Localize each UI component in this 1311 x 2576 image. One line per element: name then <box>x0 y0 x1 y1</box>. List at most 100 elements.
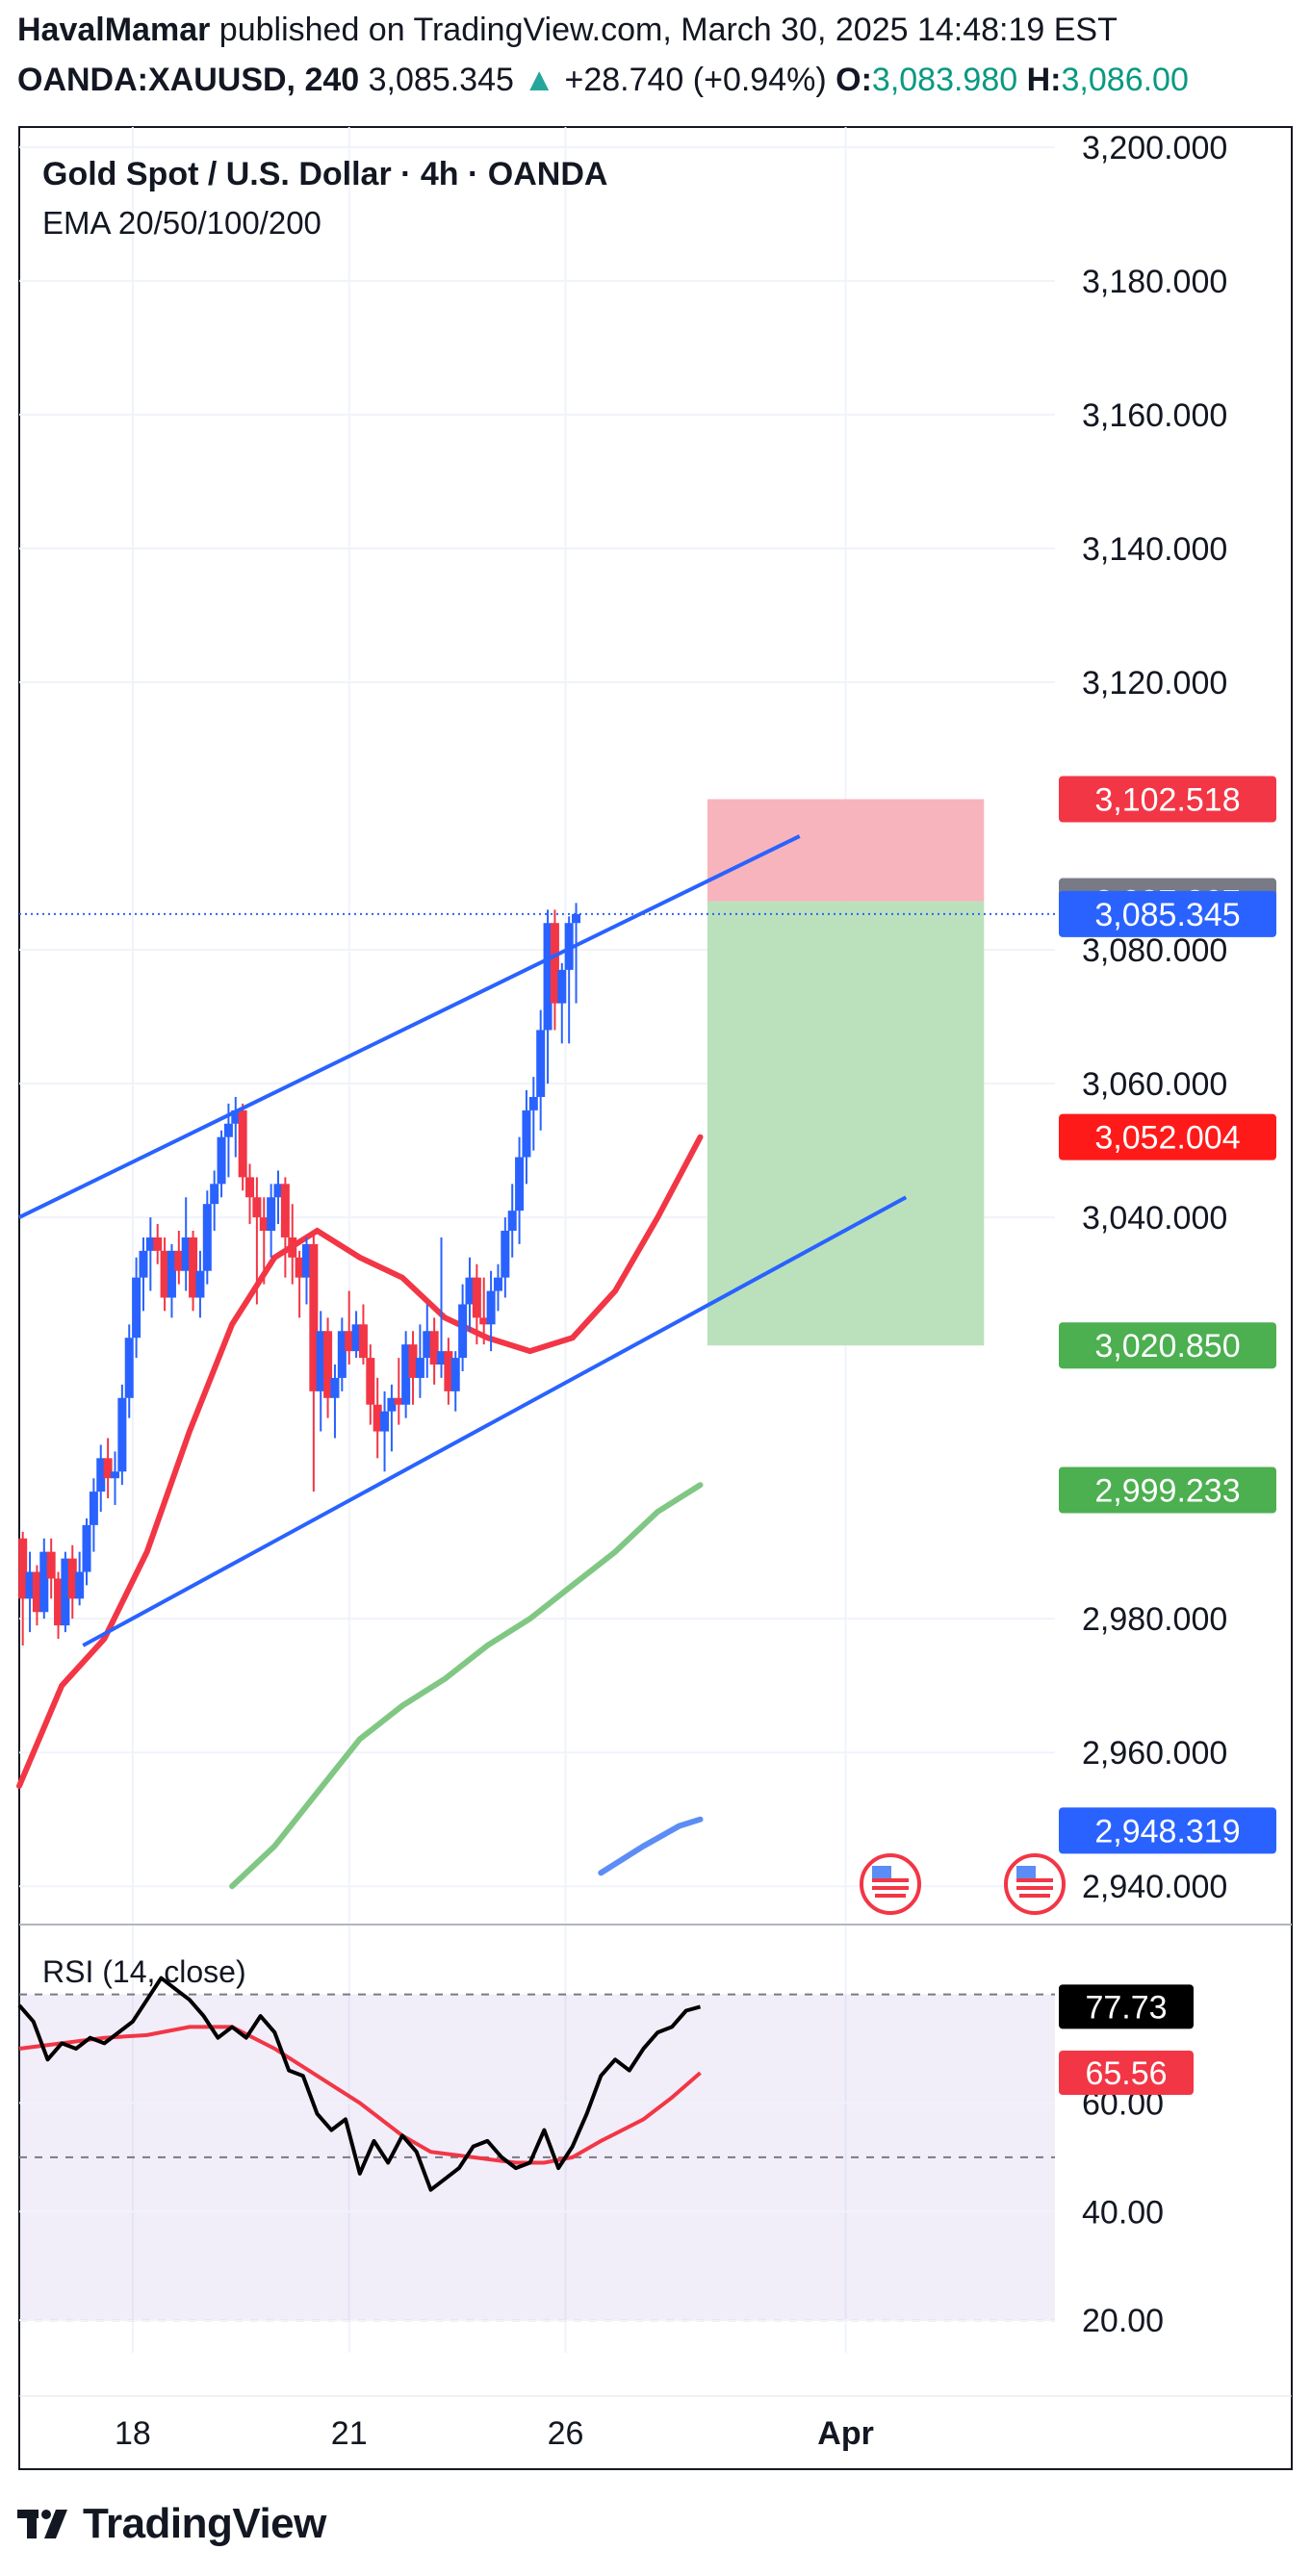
candle-body <box>96 1458 106 1492</box>
price-label: 3,052.004 <box>1094 1120 1240 1157</box>
candle-body <box>167 1250 176 1298</box>
last-price: 3,085.345 <box>368 62 514 98</box>
author-name[interactable]: HavalMamar <box>17 12 211 48</box>
candle-body <box>337 1331 347 1378</box>
candle-body <box>67 1558 77 1599</box>
chart-frame <box>18 126 1293 2470</box>
ema-20-line <box>16 1134 704 1789</box>
price-tick-label: 3,160.000 <box>1082 397 1227 434</box>
rsi-value-label-bg <box>1059 1984 1194 2029</box>
candle-body <box>465 1277 475 1305</box>
ema-50-line <box>229 1482 704 1890</box>
rsi-value-label-bg <box>1059 2051 1194 2096</box>
candle-body <box>437 1351 447 1365</box>
candle-body <box>557 969 567 1004</box>
candle-body <box>429 1331 439 1365</box>
take-profit-zone <box>707 901 985 1346</box>
price-label-bg <box>1059 1467 1276 1514</box>
candle-body <box>351 1324 361 1352</box>
price-label-bg <box>1059 1807 1276 1854</box>
candle-body <box>259 1217 269 1231</box>
candle-body <box>345 1331 354 1352</box>
candle-body <box>380 1411 390 1432</box>
candle-body <box>202 1204 212 1271</box>
candle-body <box>103 1458 113 1479</box>
tradingview-logo-icon <box>17 2510 67 2538</box>
candle-body <box>75 1571 85 1599</box>
candle-body <box>323 1331 333 1398</box>
candle-body <box>564 923 574 970</box>
stop-loss-zone <box>707 799 985 902</box>
time-tick-label: 18 <box>115 2415 151 2452</box>
us-flag-icon[interactable] <box>1004 1853 1066 1915</box>
candle-body <box>501 1230 510 1278</box>
candle-body <box>267 1197 276 1231</box>
trend-channel <box>18 834 908 1647</box>
triangle-up-icon: ▲ <box>523 62 556 98</box>
candle-body <box>486 1290 496 1325</box>
chart-title: Gold Spot / U.S. Dollar · 4h · OANDA <box>42 156 607 192</box>
price-label: 2,999.233 <box>1094 1472 1240 1509</box>
candle-body <box>181 1237 191 1271</box>
price-label-bg <box>1059 890 1276 937</box>
rsi-label: RSI (14, close) <box>42 1954 246 1989</box>
tradingview-logo[interactable]: TradingView <box>17 2500 326 2548</box>
price-tick-label: 3,060.000 <box>1082 1066 1227 1103</box>
us-flag-icon[interactable] <box>860 1853 921 1915</box>
price-tick-label: 2,960.000 <box>1082 1735 1227 1772</box>
rsi-value-label: 77.73 <box>1085 1989 1167 2026</box>
candle-body <box>394 1397 403 1405</box>
rsi-line <box>17 1976 702 2192</box>
price-tick-label: 2,940.000 <box>1082 1869 1227 1905</box>
price-tick-label: 3,200.000 <box>1082 130 1227 166</box>
candle-body <box>46 1551 56 1579</box>
publish-info: HavalMamar published on TradingView.com,… <box>17 12 1118 49</box>
candle-body <box>189 1237 198 1298</box>
candle-body <box>401 1344 411 1405</box>
candle-body <box>309 1243 319 1391</box>
price-label: 2,948.319 <box>1094 1813 1240 1849</box>
time-tick-label: 26 <box>548 2415 584 2452</box>
candle-body <box>160 1250 169 1298</box>
candles <box>18 903 581 1645</box>
time-tick-label: 21 <box>331 2415 368 2452</box>
candle-body <box>301 1243 311 1278</box>
rsi-tick-label: 20.00 <box>1082 2303 1164 2339</box>
time-axis: 18 21 26 Apr <box>19 2395 1292 2452</box>
indicator-label: EMA 20/50/100/200 <box>42 205 321 241</box>
candle-body <box>536 1030 546 1097</box>
candle-body <box>139 1250 148 1278</box>
candle-body <box>550 923 559 1004</box>
candle-body <box>472 1277 481 1318</box>
candle-body <box>330 1377 340 1398</box>
channel-lower-line <box>82 1195 908 1647</box>
price-label-bg <box>1059 1322 1276 1369</box>
brand-name: TradingView <box>83 2500 326 2547</box>
candle-body <box>82 1524 91 1572</box>
high-label: H: <box>1026 62 1062 98</box>
price-axis: 2,940.000 2,960.000 2,980.000 3,040.000 3,06… <box>1059 130 1276 2339</box>
candle-body <box>273 1184 283 1198</box>
chart-area[interactable]: 2,940.000 2,960.000 2,980.000 3,040.000 3,06… <box>0 0 1311 2492</box>
candle-body <box>387 1397 397 1412</box>
candle-body <box>252 1197 262 1218</box>
candle-body <box>295 1257 304 1278</box>
candle-body <box>522 1109 531 1158</box>
candle-body <box>117 1397 127 1472</box>
candle-body <box>543 923 553 1031</box>
candle-body <box>210 1184 219 1205</box>
candle-body <box>358 1324 368 1359</box>
candle-body <box>572 913 581 924</box>
candle-body <box>238 1109 247 1178</box>
candle-body <box>231 1109 241 1124</box>
candle-body <box>408 1344 418 1378</box>
candle-body <box>415 1358 424 1378</box>
candle-body <box>515 1157 525 1211</box>
candle-body <box>39 1551 49 1613</box>
open-value: 3,083.980 <box>871 62 1018 98</box>
candle-body <box>288 1237 297 1258</box>
candle-body <box>479 1317 489 1325</box>
candle-body <box>423 1331 432 1359</box>
candle-body <box>153 1237 163 1251</box>
rsi-tick-label: 40.00 <box>1082 2194 1164 2231</box>
